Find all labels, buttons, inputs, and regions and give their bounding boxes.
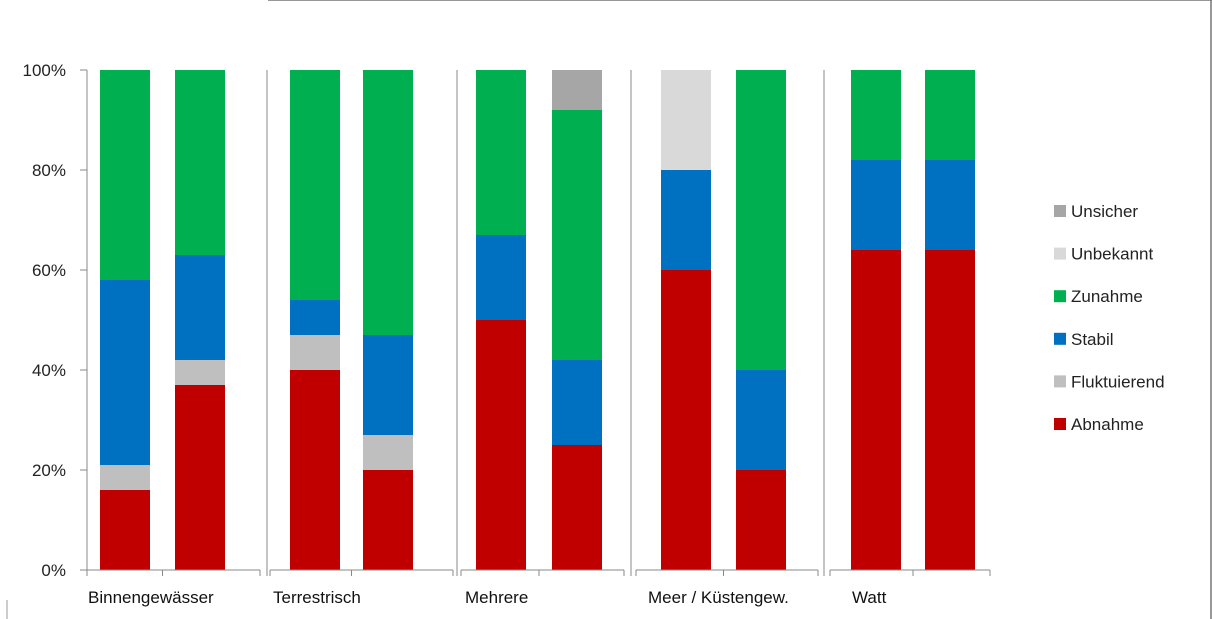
- legend-swatch: [1054, 332, 1066, 345]
- bar-segment-stabil: [100, 280, 150, 465]
- bar-segment-zunahme: [100, 70, 150, 280]
- bar-segment-stabil: [925, 160, 975, 250]
- bar-segment-stabil: [175, 255, 225, 360]
- bar-segment-abnahme: [925, 250, 975, 570]
- bar-segment-stabil: [552, 360, 602, 445]
- bar-segment-stabil: [363, 335, 413, 435]
- chart-borders: [6, 0, 1212, 619]
- y-tick-label: 40%: [32, 361, 66, 380]
- category-label: Watt: [852, 588, 887, 607]
- category-label: Binnengewässer: [88, 588, 214, 607]
- bar-segment-zunahme: [363, 70, 413, 335]
- bar-segment-zunahme: [476, 70, 526, 235]
- bar-segment-stabil: [661, 170, 711, 270]
- bar-segment-abnahme: [476, 320, 526, 570]
- legend-swatch: [1054, 290, 1066, 303]
- bar-segment-abnahme: [661, 270, 711, 570]
- bar-segment-abnahme: [363, 470, 413, 570]
- bar-segment-abnahme: [175, 385, 225, 570]
- bar-marks: [100, 70, 975, 570]
- bar-segment-zunahme: [552, 110, 602, 360]
- legend: Unsicher Unbekannt Zunahme Stabil Fluktuiere…: [1054, 202, 1165, 434]
- legend-label: Unbekannt: [1071, 245, 1154, 264]
- bar-segment-stabil: [290, 300, 340, 335]
- bar-segment-abnahme: [552, 445, 602, 570]
- legend-swatch: [1054, 205, 1066, 217]
- category-label: Meer / Küstengew.: [648, 588, 789, 607]
- legend-label: Zunahme: [1071, 287, 1143, 306]
- bar-segment-stabil: [736, 370, 786, 470]
- y-axis: 0% 20% 40% 60% 80% 100%: [23, 61, 88, 580]
- y-tick-label: 60%: [32, 261, 66, 280]
- legend-swatch: [1054, 418, 1066, 430]
- bar-segment-unbekannt: [661, 70, 711, 170]
- y-tick-label: 100%: [23, 61, 66, 80]
- legend-label: Abnahme: [1071, 415, 1144, 434]
- bar-segment-abnahme: [290, 370, 340, 570]
- bar-segment-zunahme: [851, 70, 901, 160]
- legend-label: Fluktuierend: [1071, 372, 1165, 391]
- bar-segment-abnahme: [851, 250, 901, 570]
- bar-segment-stabil: [851, 160, 901, 250]
- bar-segment-zunahme: [736, 70, 786, 370]
- category-labels: Binnengewässer Terrestrisch Mehrere Meer / …: [88, 588, 887, 607]
- y-tick-label: 20%: [32, 461, 66, 480]
- bar-segment-abnahme: [100, 490, 150, 570]
- y-tick-label: 0%: [41, 561, 66, 580]
- category-label: Terrestrisch: [273, 588, 361, 607]
- legend-label: Stabil: [1071, 330, 1114, 349]
- legend-swatch: [1054, 247, 1066, 260]
- group-axes: [86, 70, 991, 576]
- legend-swatch: [1054, 375, 1066, 388]
- bar-segment-zunahme: [925, 70, 975, 160]
- bar-segment-abnahme: [736, 470, 786, 570]
- bar-segment-fluktuierend: [100, 465, 150, 490]
- bar-segment-unsicher: [552, 70, 602, 110]
- bar-segment-fluktuierend: [175, 360, 225, 385]
- y-tick-label: 80%: [32, 161, 66, 180]
- bar-segment-zunahme: [175, 70, 225, 255]
- bar-segment-fluktuierend: [363, 435, 413, 470]
- category-label: Mehrere: [465, 588, 528, 607]
- bar-segment-stabil: [476, 235, 526, 320]
- bar-segment-fluktuierend: [290, 335, 340, 370]
- bar-segment-zunahme: [290, 70, 340, 300]
- legend-label: Unsicher: [1071, 202, 1138, 221]
